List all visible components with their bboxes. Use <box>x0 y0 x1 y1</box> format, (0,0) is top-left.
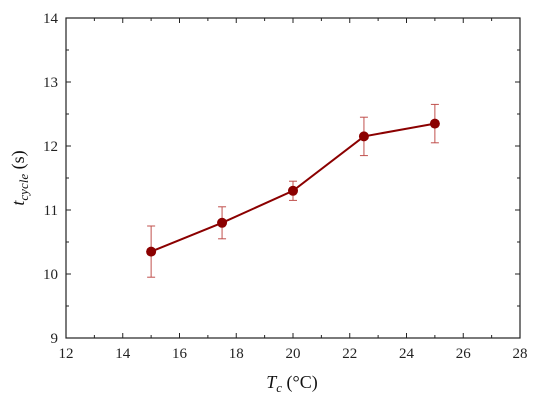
y-tick-label: 14 <box>43 11 59 27</box>
plot-frame <box>65 17 521 339</box>
x-tick-label: 24 <box>399 346 415 362</box>
x-tick-label: 22 <box>342 346 357 362</box>
data-point <box>217 217 228 228</box>
data-point <box>358 131 369 142</box>
axes <box>65 17 521 339</box>
series-layer <box>146 103 440 278</box>
x-tick-label: 18 <box>229 346 244 362</box>
y-tick-label: 11 <box>44 203 58 219</box>
data-point <box>288 185 298 196</box>
x-axis-label: Tc (°C) <box>266 372 318 395</box>
x-tick-label: 12 <box>59 346 74 362</box>
x-tick-label: 26 <box>456 346 472 362</box>
y-tick-label: 10 <box>43 267 58 283</box>
y-tick-label: 9 <box>51 331 59 347</box>
x-axis-ticks: 12 14 16 18 20 22 24 26 28 <box>59 18 528 362</box>
y-axis-ticks: 9 10 11 12 13 14 <box>43 11 520 347</box>
x-tick-label: 14 <box>115 346 131 362</box>
y-tick-label: 12 <box>43 139 58 155</box>
x-tick-label: 16 <box>172 346 188 362</box>
y-tick-label: 13 <box>43 75 58 91</box>
x-tick-label: 28 <box>513 346 528 362</box>
data-point <box>146 246 157 257</box>
data-point <box>429 118 440 129</box>
x-tick-label: 20 <box>286 346 301 362</box>
y-axis-label: tcycle (s) <box>8 150 31 205</box>
